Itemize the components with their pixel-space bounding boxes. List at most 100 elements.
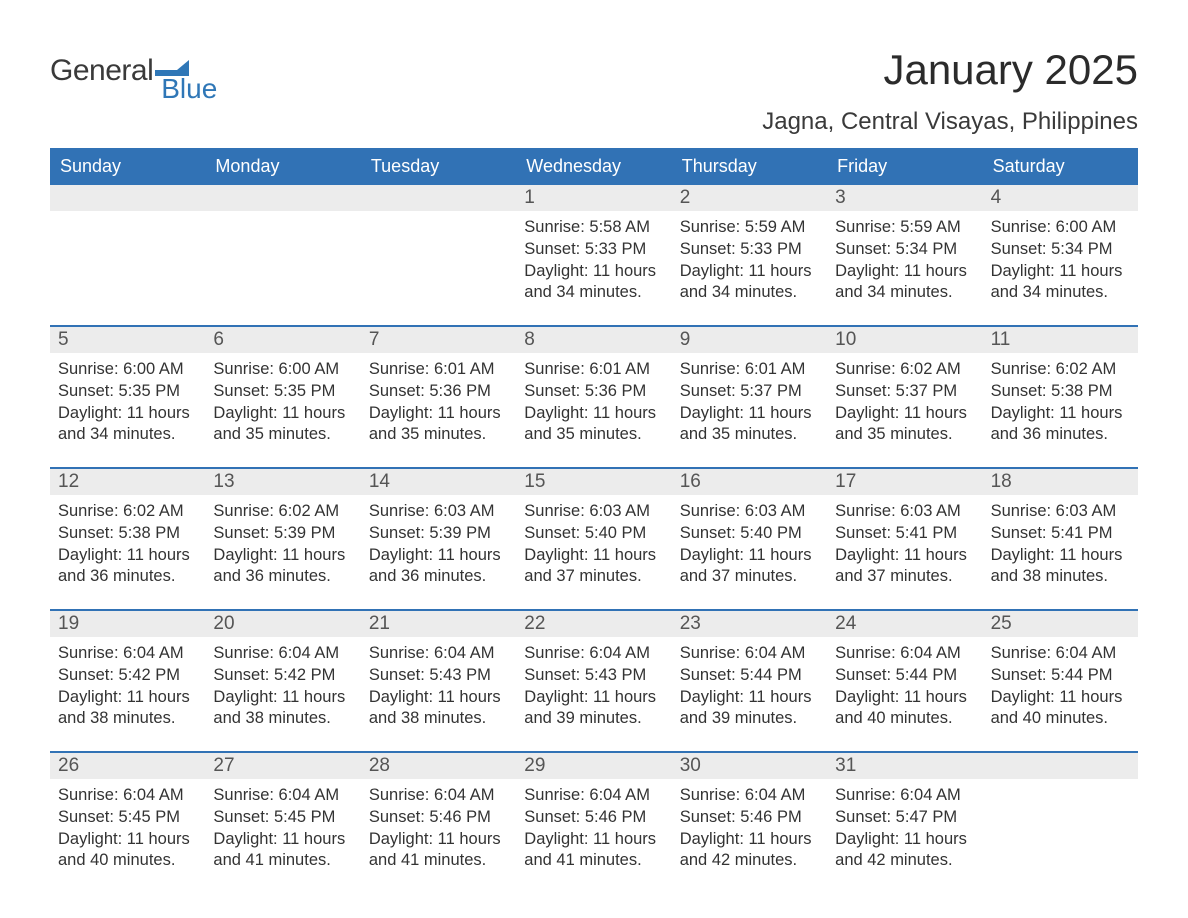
logo-text-blue: Blue bbox=[161, 73, 217, 105]
sunrise-text: Sunrise: 6:01 AM bbox=[369, 359, 508, 381]
day-cell: Sunrise: 6:03 AMSunset: 5:39 PMDaylight:… bbox=[361, 495, 516, 595]
day-cell: Sunrise: 6:03 AMSunset: 5:41 PMDaylight:… bbox=[983, 495, 1138, 595]
sunrise-text: Sunrise: 6:04 AM bbox=[835, 643, 974, 665]
sunset-text: Sunset: 5:37 PM bbox=[835, 381, 974, 403]
sunrise-text: Sunrise: 6:02 AM bbox=[991, 359, 1130, 381]
sunrise-text: Sunrise: 6:04 AM bbox=[680, 785, 819, 807]
day-cell: Sunrise: 6:03 AMSunset: 5:40 PMDaylight:… bbox=[672, 495, 827, 595]
sunrise-text: Sunrise: 6:03 AM bbox=[680, 501, 819, 523]
weekday-header-row: Sunday Monday Tuesday Wednesday Thursday… bbox=[50, 148, 1138, 185]
sunset-text: Sunset: 5:33 PM bbox=[680, 239, 819, 261]
sunset-text: Sunset: 5:34 PM bbox=[991, 239, 1130, 261]
sunset-text: Sunset: 5:37 PM bbox=[680, 381, 819, 403]
daylight-text: Daylight: 11 hours and 37 minutes. bbox=[835, 545, 974, 589]
day-number: 18 bbox=[983, 469, 1138, 495]
weekday-thursday: Thursday bbox=[672, 148, 827, 185]
page-header: General Blue January 2025 Jagna, Central… bbox=[50, 46, 1138, 136]
day-number: 10 bbox=[827, 327, 982, 353]
day-number: 27 bbox=[205, 753, 360, 779]
week-row: 262728293031Sunrise: 6:04 AMSunset: 5:45… bbox=[50, 751, 1138, 879]
weeks-container: 1234Sunrise: 5:58 AMSunset: 5:33 PMDayli… bbox=[50, 185, 1138, 879]
day-number: 2 bbox=[672, 185, 827, 211]
day-number: 8 bbox=[516, 327, 671, 353]
day-cell: Sunrise: 6:00 AMSunset: 5:35 PMDaylight:… bbox=[50, 353, 205, 453]
day-cell: Sunrise: 5:59 AMSunset: 5:33 PMDaylight:… bbox=[672, 211, 827, 311]
sunset-text: Sunset: 5:33 PM bbox=[524, 239, 663, 261]
sunrise-text: Sunrise: 5:58 AM bbox=[524, 217, 663, 239]
sunset-text: Sunset: 5:43 PM bbox=[524, 665, 663, 687]
sunset-text: Sunset: 5:44 PM bbox=[680, 665, 819, 687]
day-cell: Sunrise: 6:04 AMSunset: 5:45 PMDaylight:… bbox=[205, 779, 360, 879]
sunrise-text: Sunrise: 6:04 AM bbox=[835, 785, 974, 807]
sunrise-text: Sunrise: 6:04 AM bbox=[58, 785, 197, 807]
daylight-text: Daylight: 11 hours and 42 minutes. bbox=[680, 829, 819, 873]
sunrise-text: Sunrise: 6:04 AM bbox=[991, 643, 1130, 665]
daylight-text: Daylight: 11 hours and 38 minutes. bbox=[58, 687, 197, 731]
day-cell bbox=[50, 211, 205, 311]
sunrise-text: Sunrise: 6:04 AM bbox=[524, 643, 663, 665]
daylight-text: Daylight: 11 hours and 40 minutes. bbox=[58, 829, 197, 873]
daylight-text: Daylight: 11 hours and 36 minutes. bbox=[369, 545, 508, 589]
sunrise-text: Sunrise: 6:03 AM bbox=[991, 501, 1130, 523]
sunrise-text: Sunrise: 6:03 AM bbox=[835, 501, 974, 523]
sunset-text: Sunset: 5:43 PM bbox=[369, 665, 508, 687]
week-row: 567891011Sunrise: 6:00 AMSunset: 5:35 PM… bbox=[50, 325, 1138, 453]
day-number: 30 bbox=[672, 753, 827, 779]
sunrise-text: Sunrise: 6:00 AM bbox=[991, 217, 1130, 239]
sunrise-text: Sunrise: 6:04 AM bbox=[680, 643, 819, 665]
day-cell: Sunrise: 6:04 AMSunset: 5:46 PMDaylight:… bbox=[361, 779, 516, 879]
day-number: 22 bbox=[516, 611, 671, 637]
day-number: 6 bbox=[205, 327, 360, 353]
weekday-monday: Monday bbox=[205, 148, 360, 185]
daylight-text: Daylight: 11 hours and 39 minutes. bbox=[680, 687, 819, 731]
day-number: 3 bbox=[827, 185, 982, 211]
daylight-text: Daylight: 11 hours and 34 minutes. bbox=[524, 261, 663, 305]
day-number: 19 bbox=[50, 611, 205, 637]
logo: General Blue bbox=[50, 46, 217, 105]
daylight-text: Daylight: 11 hours and 41 minutes. bbox=[524, 829, 663, 873]
day-cell: Sunrise: 6:02 AMSunset: 5:37 PMDaylight:… bbox=[827, 353, 982, 453]
logo-text-general: General bbox=[50, 54, 153, 88]
sunset-text: Sunset: 5:34 PM bbox=[835, 239, 974, 261]
day-number: 5 bbox=[50, 327, 205, 353]
daylight-text: Daylight: 11 hours and 34 minutes. bbox=[58, 403, 197, 447]
sunrise-text: Sunrise: 6:03 AM bbox=[369, 501, 508, 523]
day-number: 12 bbox=[50, 469, 205, 495]
daylight-text: Daylight: 11 hours and 34 minutes. bbox=[991, 261, 1130, 305]
sunset-text: Sunset: 5:44 PM bbox=[991, 665, 1130, 687]
sunrise-text: Sunrise: 6:04 AM bbox=[369, 643, 508, 665]
daylight-text: Daylight: 11 hours and 35 minutes. bbox=[369, 403, 508, 447]
sunrise-text: Sunrise: 6:02 AM bbox=[58, 501, 197, 523]
sunrise-text: Sunrise: 6:04 AM bbox=[213, 785, 352, 807]
sunset-text: Sunset: 5:47 PM bbox=[835, 807, 974, 829]
sunset-text: Sunset: 5:39 PM bbox=[369, 523, 508, 545]
day-number: 11 bbox=[983, 327, 1138, 353]
sunset-text: Sunset: 5:44 PM bbox=[835, 665, 974, 687]
calendar-grid: Sunday Monday Tuesday Wednesday Thursday… bbox=[50, 148, 1138, 879]
daylight-text: Daylight: 11 hours and 38 minutes. bbox=[213, 687, 352, 731]
daylight-text: Daylight: 11 hours and 40 minutes. bbox=[835, 687, 974, 731]
sunrise-text: Sunrise: 6:01 AM bbox=[680, 359, 819, 381]
day-number bbox=[361, 185, 516, 211]
sunset-text: Sunset: 5:39 PM bbox=[213, 523, 352, 545]
daylight-text: Daylight: 11 hours and 37 minutes. bbox=[524, 545, 663, 589]
sunrise-text: Sunrise: 6:00 AM bbox=[213, 359, 352, 381]
day-cell: Sunrise: 6:01 AMSunset: 5:37 PMDaylight:… bbox=[672, 353, 827, 453]
day-cell: Sunrise: 6:04 AMSunset: 5:46 PMDaylight:… bbox=[516, 779, 671, 879]
sunrise-text: Sunrise: 6:04 AM bbox=[213, 643, 352, 665]
daylight-text: Daylight: 11 hours and 36 minutes. bbox=[213, 545, 352, 589]
day-cell: Sunrise: 6:01 AMSunset: 5:36 PMDaylight:… bbox=[516, 353, 671, 453]
week-row: 1234Sunrise: 5:58 AMSunset: 5:33 PMDayli… bbox=[50, 185, 1138, 311]
daylight-text: Daylight: 11 hours and 38 minutes. bbox=[369, 687, 508, 731]
daylight-text: Daylight: 11 hours and 36 minutes. bbox=[58, 545, 197, 589]
daylight-text: Daylight: 11 hours and 34 minutes. bbox=[835, 261, 974, 305]
sunset-text: Sunset: 5:46 PM bbox=[369, 807, 508, 829]
sunset-text: Sunset: 5:36 PM bbox=[524, 381, 663, 403]
day-cell: Sunrise: 6:04 AMSunset: 5:43 PMDaylight:… bbox=[361, 637, 516, 737]
day-number: 23 bbox=[672, 611, 827, 637]
day-cell: Sunrise: 6:04 AMSunset: 5:44 PMDaylight:… bbox=[983, 637, 1138, 737]
location-subtitle: Jagna, Central Visayas, Philippines bbox=[762, 108, 1138, 136]
day-cell: Sunrise: 5:58 AMSunset: 5:33 PMDaylight:… bbox=[516, 211, 671, 311]
sunrise-text: Sunrise: 6:04 AM bbox=[58, 643, 197, 665]
daylight-text: Daylight: 11 hours and 40 minutes. bbox=[991, 687, 1130, 731]
